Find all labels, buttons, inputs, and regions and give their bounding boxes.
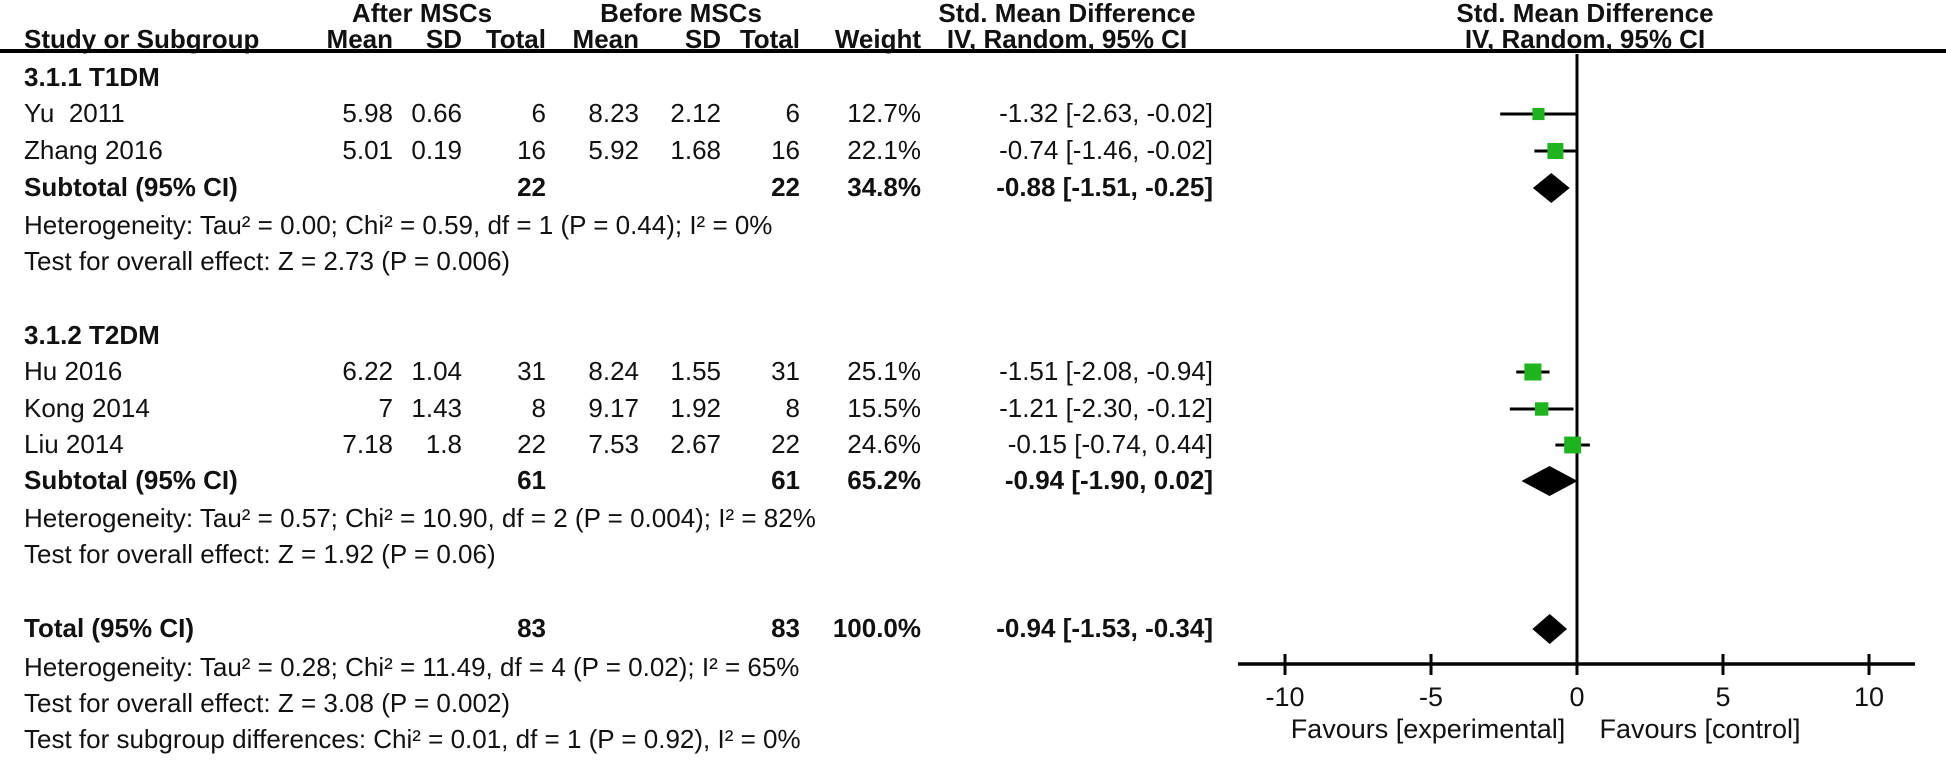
axis-tick-label: 5 [1715,682,1730,712]
sd-after: 0.19 [411,135,462,165]
heterogeneity-text: Heterogeneity: Tau² = 0.28; Chi² = 11.49… [24,652,800,682]
total-after: 6 [531,98,546,128]
total-after: 22 [517,429,546,459]
weight-value: 34.8% [847,172,921,202]
mean-before: 9.17 [588,393,639,423]
pooled-diamond [1532,614,1568,644]
sd-after: 1.8 [425,429,462,459]
weight-value: 25.1% [847,356,921,386]
axis-tick-label: -10 [1265,682,1304,712]
study-name: Yu 2011 [24,98,125,128]
pooled-diamond [1532,173,1570,203]
total-after: 8 [531,393,546,423]
total-after: 31 [517,356,546,386]
smd-ci-text: -0.74 [-1.46, -0.02] [999,135,1213,165]
pooled-row-label: Subtotal (95% CI) [24,465,238,495]
subgroup-label: 3.1.1 T1DM [24,62,160,92]
total-after: 16 [517,135,546,165]
heterogeneity-text: Heterogeneity: Tau² = 0.57; Chi² = 10.90… [24,503,816,533]
sd-before: 2.67 [670,429,721,459]
effect-square [1534,402,1549,416]
smd-ci-text: -1.32 [-2.63, -0.02] [999,98,1213,128]
overall-effect-text: Test for overall effect: Z = 3.08 (P = 0… [24,688,511,718]
weight-value: 65.2% [847,465,921,495]
study-name: Zhang 2016 [24,135,163,165]
column-group-before-mscs: Before MSCs [600,0,762,28]
favours-experimental-label: Favours [experimental] [1291,714,1566,744]
effect-square [1547,143,1564,159]
mean-after: 6.22 [342,356,393,386]
mean-after: 5.98 [342,98,393,128]
plot-column-title: Std. Mean Difference [1456,0,1714,28]
total-before: 31 [771,356,800,386]
smd-ci-text: -1.51 [-2.08, -0.94] [999,356,1213,386]
overall-effect-text: Test for overall effect: Z = 2.73 (P = 0… [24,246,511,276]
axis-tick-label: 10 [1854,682,1884,712]
mean-before: 5.92 [588,135,639,165]
pooled-row-label: Total (95% CI) [24,613,194,643]
sd-before: 1.55 [670,356,721,386]
favours-control-label: Favours [control] [1599,714,1800,744]
subgroup-differences-text: Test for subgroup differences: Chi² = 0.… [24,724,801,754]
sd-before: 1.68 [670,135,721,165]
total-after: 61 [517,465,546,495]
weight-value: 100.0% [832,613,921,643]
sd-after: 1.43 [411,393,462,423]
weight-value: 15.5% [847,393,921,423]
effect-square [1532,107,1545,121]
mean-before: 7.53 [588,429,639,459]
total-after: 83 [517,613,546,643]
weight-value: 12.7% [847,98,921,128]
weight-value: 22.1% [847,135,921,165]
sd-before: 2.12 [670,98,721,128]
total-after: 22 [517,172,546,202]
total-before: 16 [771,135,800,165]
mean-after: 7.18 [342,429,393,459]
study-name: Kong 2014 [24,393,150,423]
sd-before: 1.92 [670,393,721,423]
mean-after: 7 [378,393,393,423]
axis-tick-label: -5 [1419,682,1443,712]
effect-square [1524,363,1542,381]
total-before: 83 [771,613,800,643]
column-group-after-mscs: After MSCs [351,0,493,28]
axis-tick-label: 0 [1569,682,1584,712]
subgroup-label: 3.1.2 T2DM [24,320,160,350]
total-before: 6 [785,98,800,128]
mean-after: 5.01 [342,135,393,165]
smd-ci-text: -1.21 [-2.30, -0.12] [999,393,1213,423]
mean-before: 8.24 [588,356,639,386]
header-divider-line [0,49,1946,53]
smd-ci-text: -0.88 [-1.51, -0.25] [996,172,1213,202]
overall-effect-text: Test for overall effect: Z = 1.92 (P = 0… [24,539,496,569]
total-before: 22 [771,172,800,202]
effect-column-title: Std. Mean Difference [938,0,1196,28]
smd-ci-text: -0.94 [-1.53, -0.34] [996,613,1213,643]
weight-value: 24.6% [847,429,921,459]
total-before: 61 [771,465,800,495]
sd-after: 0.66 [411,98,462,128]
mean-before: 8.23 [588,98,639,128]
study-name: Liu 2014 [24,429,124,459]
smd-ci-text: -0.15 [-0.74, 0.44] [1007,429,1213,459]
sd-after: 1.04 [411,356,462,386]
heterogeneity-text: Heterogeneity: Tau² = 0.00; Chi² = 0.59,… [24,210,773,240]
total-before: 8 [785,393,800,423]
study-name: Hu 2016 [24,356,123,386]
total-before: 22 [771,429,800,459]
effect-square [1564,436,1582,454]
pooled-diamond [1521,466,1578,496]
pooled-row-label: Subtotal (95% CI) [24,172,238,202]
smd-ci-text: -0.94 [-1.90, 0.02] [1004,465,1213,495]
